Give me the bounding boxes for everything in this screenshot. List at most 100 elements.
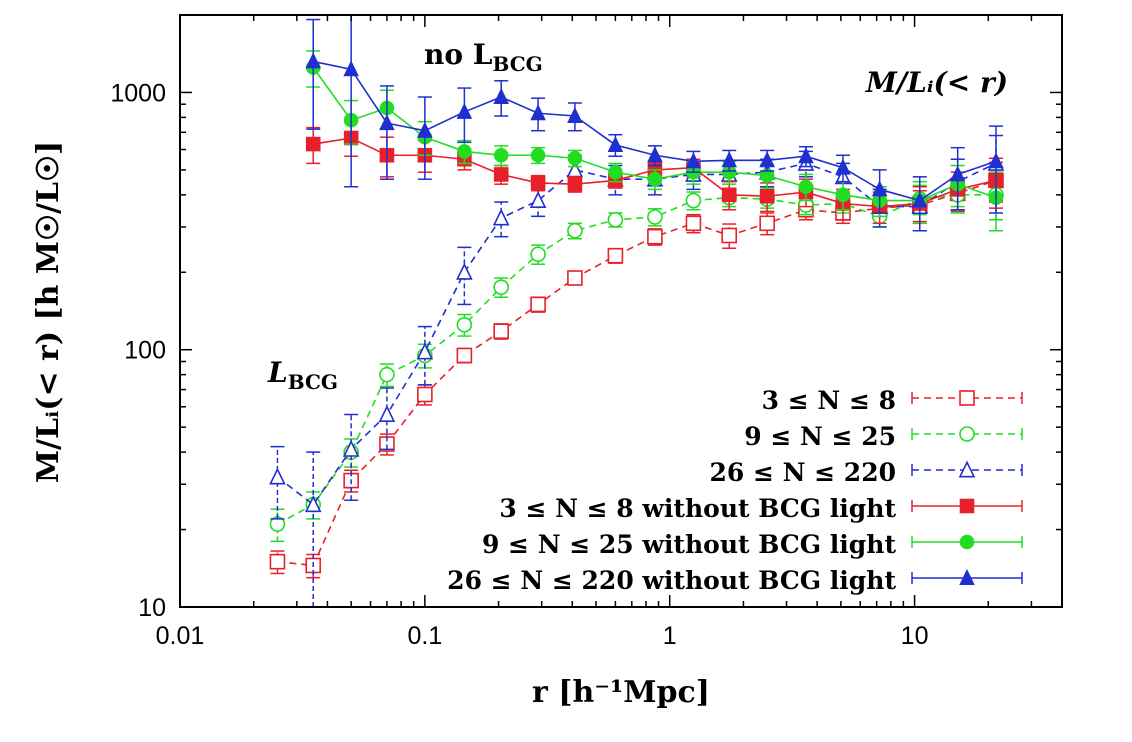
data-point xyxy=(530,104,546,121)
annotation-no-lbcg: no LBCG xyxy=(424,38,543,76)
data-point xyxy=(567,176,583,192)
annotation-ml-ratio: M/Lᵢ(< r) xyxy=(865,66,1008,99)
y-tick-label: 100 xyxy=(124,337,166,365)
legend-sample xyxy=(911,390,1023,406)
data-point xyxy=(958,460,976,478)
data-point xyxy=(647,146,663,163)
data-point xyxy=(456,102,473,119)
data-point xyxy=(269,553,286,570)
data-point xyxy=(567,222,583,239)
data-point xyxy=(456,262,473,280)
data-point xyxy=(493,88,509,104)
legend-sample xyxy=(911,534,1023,550)
x-tick-label: 0.01 xyxy=(156,622,205,650)
data-point xyxy=(342,439,360,457)
legend-label: 3 ≤ N ≤ 8 xyxy=(762,386,896,415)
data-point xyxy=(685,215,702,232)
data-point xyxy=(456,347,473,364)
plot-frame xyxy=(179,14,1063,608)
data-point xyxy=(959,390,975,406)
legend-sample xyxy=(911,498,1023,514)
data-point xyxy=(457,144,472,159)
data-point xyxy=(685,152,702,169)
data-point xyxy=(530,147,546,163)
data-point xyxy=(567,270,583,286)
data-point xyxy=(959,498,975,514)
legend-label: 26 ≤ N ≤ 220 without BCG light xyxy=(447,566,896,595)
annotation-lbcg: LBCG xyxy=(267,356,338,394)
annotation-lbcg-text: L xyxy=(267,356,288,389)
legend-sample xyxy=(911,426,1023,442)
data-point xyxy=(871,180,888,197)
y-tick-label: 10 xyxy=(138,594,166,622)
data-point xyxy=(759,188,775,204)
legend-label: 3 ≤ N ≤ 8 without BCG light xyxy=(499,494,896,523)
data-point xyxy=(798,179,814,195)
x-axis-label: r [h⁻¹Mpc] xyxy=(532,675,710,710)
data-point xyxy=(835,158,851,175)
data-point xyxy=(949,165,966,182)
data-point xyxy=(493,323,509,340)
data-point xyxy=(379,366,395,383)
data-point xyxy=(647,209,663,225)
data-point xyxy=(269,467,286,485)
data-point xyxy=(493,279,509,295)
data-point xyxy=(417,386,433,403)
legend-label: 26 ≤ N ≤ 220 xyxy=(709,458,896,487)
data-point xyxy=(379,114,395,131)
data-point xyxy=(607,135,624,152)
legend-label: 9 ≤ N ≤ 25 xyxy=(744,422,896,451)
data-point xyxy=(305,52,321,69)
tick-layer: 0.01 0.1 1 10 10 100 1000 xyxy=(110,14,1063,650)
annotation-lbcg-sub: BCG xyxy=(288,370,338,394)
annotation-no-lbcg-sub: BCG xyxy=(492,52,542,76)
data-point xyxy=(685,192,702,209)
data-point xyxy=(378,405,396,422)
data-point xyxy=(343,60,359,77)
data-point xyxy=(530,175,546,191)
data-point xyxy=(988,152,1004,169)
data-point xyxy=(608,164,623,180)
data-point xyxy=(529,191,547,209)
data-point xyxy=(721,227,738,244)
data-point xyxy=(492,208,510,226)
data-point xyxy=(530,246,546,263)
data-point xyxy=(647,171,663,187)
data-point xyxy=(835,187,851,203)
data-point xyxy=(456,316,473,333)
y-axis-label: M/Lᵢ(< r) [h M☉/L☉] xyxy=(31,141,66,483)
legend-label: 9 ≤ N ≤ 25 without BCG light xyxy=(482,530,896,559)
data-point xyxy=(759,215,775,232)
data-point xyxy=(417,121,433,138)
data-point xyxy=(416,342,434,360)
data-layer xyxy=(269,15,1005,607)
data-point xyxy=(647,228,663,245)
data-point xyxy=(911,191,928,208)
series-line xyxy=(276,162,997,506)
data-point xyxy=(607,247,624,264)
data-point xyxy=(304,495,322,513)
data-point xyxy=(305,136,321,152)
data-point xyxy=(959,568,975,585)
x-tick-label: 0.1 xyxy=(407,622,442,650)
data-point xyxy=(959,534,975,550)
data-point xyxy=(607,211,624,228)
data-point xyxy=(721,187,737,203)
annotation-no-lbcg-text: no L xyxy=(424,38,493,71)
data-point xyxy=(530,296,546,313)
data-point xyxy=(493,147,509,163)
data-point xyxy=(567,106,583,123)
legend-sample xyxy=(911,460,1023,478)
legend-sample xyxy=(911,568,1023,585)
legend: 3 ≤ N ≤ 8 9 ≤ N ≤ 25 26 ≤ N ≤ 220 3 ≤ N … xyxy=(447,386,1023,595)
data-point xyxy=(798,147,814,164)
data-point xyxy=(959,426,975,442)
y-tick-label: 1000 xyxy=(110,79,166,107)
data-point xyxy=(567,150,583,166)
data-point xyxy=(721,151,738,168)
series-6 xyxy=(305,15,1004,232)
x-tick-label: 10 xyxy=(901,622,929,650)
data-point xyxy=(493,167,509,182)
data-point xyxy=(759,151,775,168)
